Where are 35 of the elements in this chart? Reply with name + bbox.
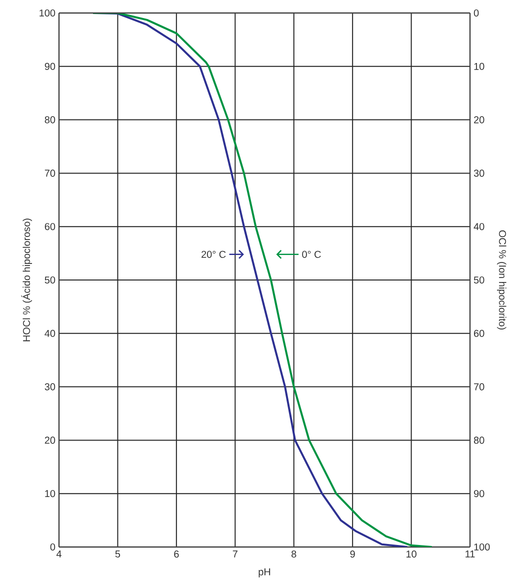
y2-tick-label: 60 (474, 330, 484, 337)
y-tick-label: 70 (44, 170, 56, 177)
y2-tick-label: 100 (474, 543, 490, 551)
y2-tick-label: 90 (474, 490, 484, 498)
x-tick-label: 7 (232, 550, 238, 558)
x-tick-label: 4 (56, 550, 62, 558)
y-tick-label: 50 (44, 276, 56, 284)
y2-tick-label: 0 (474, 9, 479, 17)
x-axis-title: pH (258, 568, 270, 578)
y2-tick-label: 50 (474, 276, 484, 284)
x-tick-label: 11 (466, 550, 475, 558)
text: 20° C (202, 250, 226, 258)
y-tick-label: 100 (40, 9, 56, 17)
y-tick-label: 20 (44, 436, 56, 444)
y-tick-label: 30 (44, 383, 56, 390)
y-tick-label: 90 (44, 62, 56, 70)
y2-axis-title: OCl % (Ion hipoclorito) (496, 230, 506, 330)
y2-tick-label: 30 (474, 170, 484, 177)
y2-tick-label: 20 (474, 116, 484, 124)
x-tick-label: 9 (350, 550, 355, 558)
y2-tick-label: 70 (474, 383, 484, 390)
y-tick-label: 60 (44, 223, 56, 230)
y2-tick-label: 10 (474, 62, 484, 70)
y2-tick-label: 80 (474, 436, 484, 444)
x-tick-label: 10 (406, 550, 416, 558)
legend-label: 0° C (302, 250, 321, 258)
y-tick-label: 80 (44, 116, 56, 124)
x-tick-label: 6 (174, 550, 179, 558)
y-tick-label: 40 (44, 330, 56, 337)
y-tick-label: 10 (45, 490, 56, 498)
y-tick-label: 0 (50, 543, 56, 551)
y-axis-title: HOCl % (Ácido hipocloroso) (21, 218, 32, 342)
x-tick-label: 5 (115, 550, 120, 558)
x-tick-label: 8 (292, 550, 296, 558)
y2-tick-label: 40 (474, 223, 484, 230)
